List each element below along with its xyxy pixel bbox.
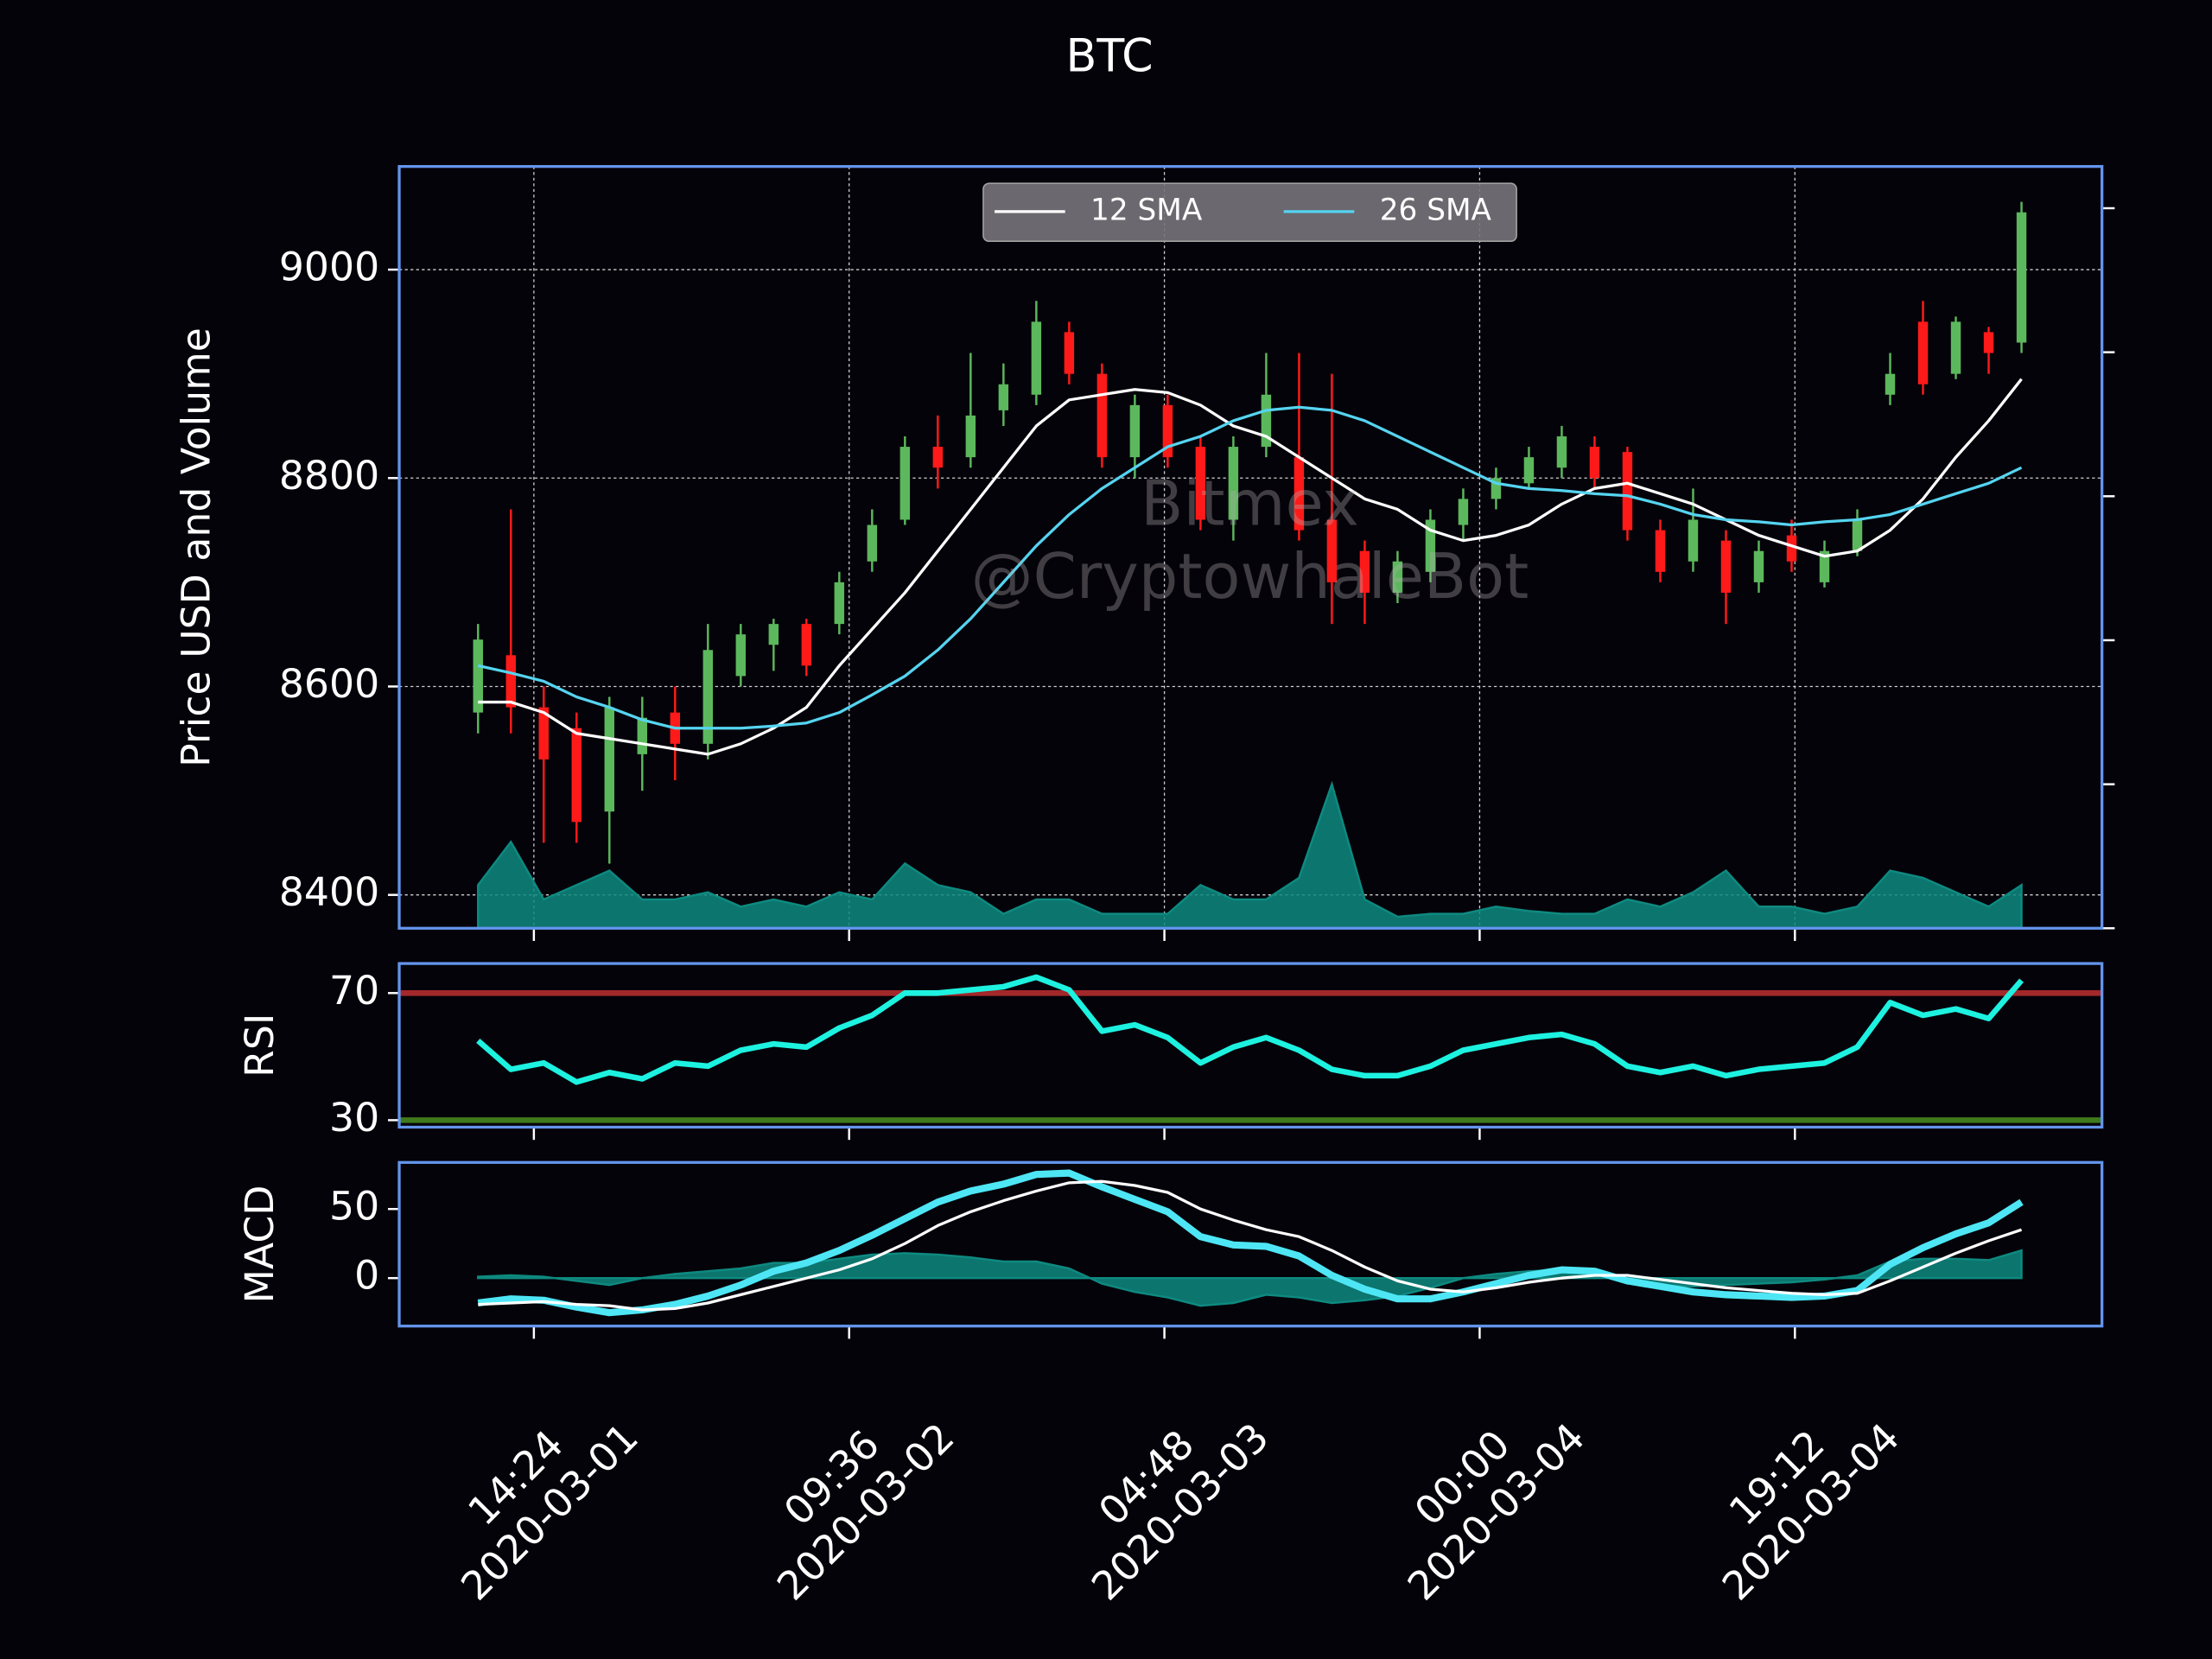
candle-body [1129,404,1141,458]
y-tick-label: 50 [329,1184,379,1230]
line [477,405,2023,730]
legend-label: 12 SMA [1090,193,1203,227]
watermark: @CryptowhaleBot [971,540,1529,613]
candle-body [1819,550,1830,582]
legend [982,182,1517,242]
candle-body [1950,321,1961,374]
candle-body [834,582,845,625]
candle-body [1228,447,1239,520]
candle-body [1983,332,1994,353]
plot-frame [397,165,2104,930]
candle-body [1589,447,1600,479]
candle-body [604,707,614,812]
candle-body [1031,321,1042,395]
candle-body [1688,519,1699,562]
candle-body [538,707,549,760]
candle-body [768,624,779,645]
candle-body [473,639,483,713]
line [477,1169,2024,1317]
candle-body [1523,457,1535,484]
candle-body [735,634,747,677]
legend-label: 26 SMA [1380,193,1492,227]
candle-body [1885,373,1896,395]
candle-body [1655,530,1666,572]
candle-body [1622,452,1633,531]
chart-title: BTC [1066,31,1154,83]
candle-body [1917,321,1929,385]
candle-body [1491,478,1502,499]
candle-body [1064,332,1075,374]
candle-body [1458,499,1469,525]
candle-body [1294,457,1305,531]
y-tick-label: 9000 [279,245,379,290]
candle-body [702,650,714,744]
plot-frame [397,1160,2104,1328]
candle-body [801,624,812,666]
candle-body [1162,404,1173,458]
candle-body [1852,519,1863,551]
candle-body [932,447,944,468]
candle-body [1359,550,1370,593]
plot-frame [397,962,2104,1129]
y-axis-label: MACD [237,1185,283,1304]
area [477,780,2023,930]
y-tick-label: 8600 [279,661,379,707]
candle-body [571,728,582,823]
candle-body [1261,394,1272,448]
line [478,1179,2023,1312]
candle-body [1720,540,1732,593]
candle-body [1096,373,1108,458]
y-tick-label: 0 [354,1253,379,1299]
candle-body [965,415,976,458]
area [477,1249,2023,1307]
candle-body [998,384,1009,410]
candle-body [1392,561,1403,593]
candle-body [2016,212,2027,343]
candle-body [867,524,878,562]
y-axis-label: RSI [237,1014,283,1077]
line [476,974,2024,1085]
candle-body [899,447,911,520]
line [478,378,2023,756]
candle-body [1556,436,1567,468]
y-tick-label: 8400 [279,869,379,915]
watermark: Bitmex [1141,467,1359,539]
candle-body [1786,535,1797,562]
candle-body [1326,519,1338,582]
y-tick-label: 8800 [279,453,379,499]
y-tick-label: 30 [329,1095,379,1141]
y-axis-label: Price USD and Volume [174,327,219,767]
candle-body [1753,550,1764,582]
candle-body [637,717,647,754]
candle-body [1425,519,1436,572]
y-tick-label: 70 [329,968,379,1014]
candle-body [505,655,516,708]
candle-body [1195,447,1206,520]
